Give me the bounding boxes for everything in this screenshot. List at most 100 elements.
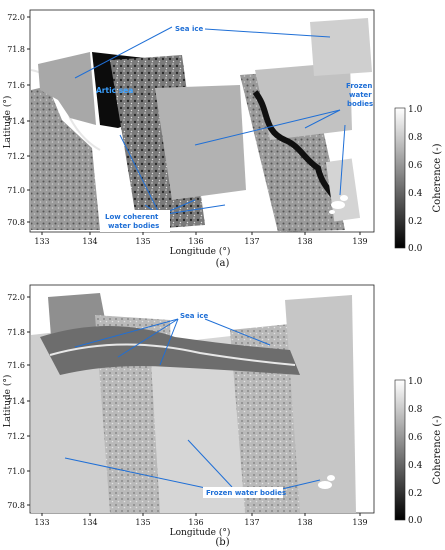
panel-b-y-tick: 70.8: [7, 501, 25, 510]
panel-a-leader-line: [74, 26, 173, 79]
panel-b-leader-line: [159, 318, 179, 366]
panel-b-y-axis: 72.0 71.8 71.6 71.4 71.2 71.0 70.8: [7, 293, 30, 510]
panel-b-frozen-lake: [318, 481, 332, 489]
panel-b-y-tick: 71.8: [7, 328, 25, 337]
panel-b-cb-tick: 0.2: [408, 489, 422, 499]
panel-a-y-axis: 72.0 71.8 71.6 71.4 71.2 71.0 70.8: [7, 13, 30, 227]
panel-a-x-tick: 134: [82, 237, 97, 246]
panel-a-y-tick: 71.8: [7, 45, 25, 54]
panel-a-colorbar-label: Coherence (-): [432, 143, 443, 212]
panel-a-x-tick: 136: [188, 237, 203, 246]
panel-b-x-label: Longitude (°): [170, 527, 231, 538]
panel-b-colorbar-label: Coherence (-): [432, 415, 443, 484]
panel-a-sea-ice-area: [38, 52, 96, 125]
panel-b-leader-line: [117, 318, 179, 358]
panel-b-shoreline: [49, 343, 296, 366]
panel-b-leader-line: [74, 318, 179, 348]
panel-a-colorbar-ticks: 1.0 0.8 0.6 0.4 0.2 0.0: [408, 105, 423, 254]
panel-a-y-tick: 72.0: [7, 13, 25, 22]
panel-b-scene-strip-6: [285, 295, 356, 513]
panel-b-leader-line: [204, 318, 271, 346]
panel-a-coast-scene: [31, 86, 100, 230]
panel-b-x-tick: 134: [82, 518, 97, 527]
panel-a-label-sea-ice: Sea ice: [175, 25, 203, 33]
panel-a-label-artic-sea: Artic sea: [96, 86, 133, 95]
panel-b-x-tick: 135: [135, 518, 150, 527]
panel-a-y-tick: 71.0: [7, 186, 25, 195]
panel-a-y-tick: 71.6: [7, 81, 25, 90]
panel-b-x-tick: 138: [297, 518, 312, 527]
panel-a-x-tick: 139: [352, 237, 367, 246]
panel-a-cb-tick: 0.6: [408, 161, 423, 171]
panel-a-y-tick: 71.4: [7, 117, 25, 126]
panel-b-y-tick: 71.2: [7, 432, 25, 441]
panel-b-frozen-lake: [327, 475, 335, 481]
panel-a-x-tick: 137: [244, 237, 259, 246]
panel-b-x-tick: 133: [34, 518, 49, 527]
panel-a: Sea ice Artic sea Frozen water bodies Lo…: [0, 0, 445, 270]
panel-b-cb-tick: 0.0: [408, 516, 423, 526]
panel-a-frozen-lake: [340, 195, 348, 201]
panel-a-frozen-lake: [331, 201, 345, 209]
panel-b-leader-line: [187, 439, 233, 488]
panel-a-cb-tick: 0.0: [408, 244, 423, 254]
panel-b-cb-tick: 1.0: [408, 377, 423, 387]
panel-a-leader-line: [194, 109, 341, 146]
panel-a-scene-strip-2: [155, 85, 246, 200]
panel-b-y-tick: 72.0: [7, 293, 25, 302]
panel-a-y-tick: 70.8: [7, 218, 25, 227]
panel-a-colorbar: [394, 107, 406, 249]
panel-a-leader-line: [304, 109, 341, 129]
panel-b-leader-line: [64, 457, 216, 491]
panel-b-colorbar-ticks: 1.0 0.8 0.6 0.4 0.2 0.0: [408, 377, 423, 526]
panel-a-x-tick: 133: [34, 237, 49, 246]
panel-a-scene-sea-ice-tile: [310, 18, 372, 76]
panel-a-leader-line: [159, 204, 226, 216]
panel-a-y-tick: 71.2: [7, 152, 25, 161]
panel-b-y-tick: 71.0: [7, 467, 25, 476]
panel-a-frozen-lake: [329, 210, 335, 214]
panel-a-river: [252, 90, 343, 207]
panel-a-y-label: Latitude (°): [2, 96, 13, 149]
panel-a-cb-tick: 0.4: [408, 189, 423, 199]
panel-a-label-box: [100, 210, 170, 232]
panel-a-label-frozen-3: bodies: [347, 100, 373, 108]
panel-b-y-label: Latitude (°): [2, 375, 13, 428]
panel-a-x-label: Longitude (°): [170, 246, 231, 257]
panel-b-leader-line: [281, 479, 321, 490]
panel-b-label-frozen: Frozen water bodies: [206, 489, 286, 497]
panel-a-caption: (a): [215, 258, 230, 269]
panel-a-label-low-2: water bodies: [108, 222, 159, 230]
panel-b-caption: (b): [215, 537, 230, 548]
panel-a-x-axis: 133 134 135 136 137 138 139: [34, 232, 368, 246]
panel-a-map: Sea ice Artic sea Frozen water bodies Lo…: [2, 9, 443, 257]
panel-b-scene-strip-4: [150, 335, 245, 513]
panel-b-map: Sea ice Frozen water bodies 133 134 135 …: [2, 284, 443, 538]
panel-b-label-sea-ice: Sea ice: [180, 312, 208, 320]
panel-b-x-tick: 137: [244, 518, 259, 527]
panel-a-x-tick: 135: [135, 237, 150, 246]
panel-b-colorbar: [394, 379, 406, 521]
panel-b-cb-tick: 0.4: [408, 461, 423, 471]
panel-b-x-tick: 136: [188, 518, 203, 527]
panel-b-cb-tick: 0.6: [408, 433, 423, 443]
panel-a-x-tick: 138: [297, 237, 312, 246]
panel-b-x-axis: 133 134 135 136 137 138 139: [34, 513, 368, 527]
panel-b-x-tick: 139: [352, 518, 367, 527]
panel-b-sea-ice-area: [40, 326, 300, 375]
panel-a-scene-strip-4: [255, 62, 352, 140]
panel-b-y-tick: 71.4: [7, 397, 25, 406]
panel-b-label-box: [203, 487, 283, 498]
panel-a-label-frozen-1: Frozen: [346, 82, 372, 90]
panel-a-leader-line: [339, 124, 346, 196]
panel-a-cb-tick: 0.2: [408, 217, 422, 227]
panel-a-leader-line: [204, 28, 331, 38]
panel-b: Sea ice Frozen water bodies 133 134 135 …: [0, 275, 445, 550]
panel-a-label-frozen-2: water: [349, 91, 372, 99]
panel-a-cb-tick: 0.8: [408, 133, 423, 143]
panel-a-cb-tick: 1.0: [408, 105, 423, 115]
panel-b-y-tick: 71.6: [7, 361, 25, 370]
panel-b-cb-tick: 0.8: [408, 405, 423, 415]
panel-a-leader-line: [119, 134, 161, 216]
panel-a-label-low-1: Low coherent: [105, 213, 159, 221]
